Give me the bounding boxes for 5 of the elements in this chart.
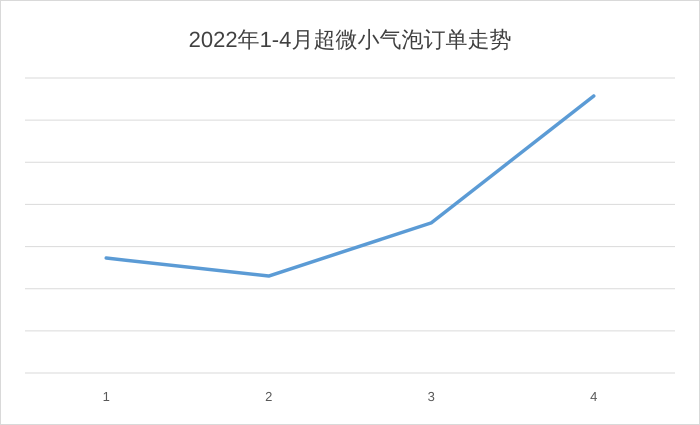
x-tick-label: 3 [428,389,435,404]
x-tick-label: 1 [102,389,110,404]
x-tick-label: 4 [590,389,598,404]
x-tick-label: 2 [265,389,272,404]
chart-title: 2022年1-4月超微小气泡订单走势 [188,27,512,52]
